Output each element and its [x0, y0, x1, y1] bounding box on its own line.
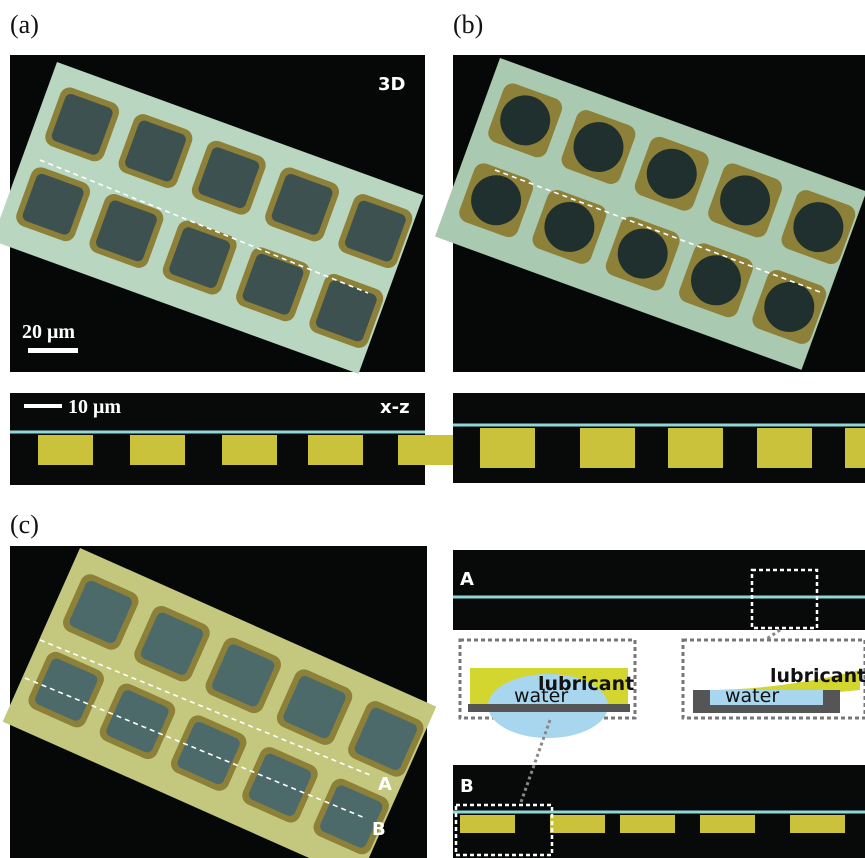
- inset-label: lubricant: [538, 673, 634, 695]
- view-tag: 3D: [378, 74, 405, 95]
- well: [315, 280, 377, 342]
- lubricant-fill: [38, 435, 93, 465]
- well-wall: [693, 690, 840, 713]
- well: [354, 707, 417, 770]
- well: [106, 690, 169, 753]
- zoom-box: [454, 803, 554, 857]
- well: [345, 200, 406, 262]
- lubricant-fill: [668, 428, 723, 468]
- lubricant-fill: [700, 815, 755, 833]
- strip-label: A: [460, 569, 474, 590]
- well: [691, 255, 742, 306]
- zoom-box: [750, 568, 819, 630]
- well: [212, 644, 275, 707]
- section-line: [39, 639, 371, 776]
- lubricant-fill: [222, 435, 277, 465]
- sample: [0, 62, 424, 374]
- sample: [435, 58, 865, 370]
- lubricant-fill: [130, 435, 185, 465]
- well: [471, 175, 522, 226]
- lubricant-fill: [460, 815, 515, 833]
- well: [764, 281, 815, 332]
- lubricant-fill: [398, 435, 453, 465]
- lubricant-fill: [580, 428, 635, 468]
- images: [0, 55, 865, 858]
- panel-label: (a): [10, 10, 39, 39]
- section-line: [494, 169, 821, 293]
- well: [96, 200, 157, 262]
- lubricant-fill: [620, 815, 675, 833]
- well: [140, 612, 204, 675]
- well: [320, 785, 383, 848]
- well: [242, 253, 304, 315]
- well: [248, 753, 312, 816]
- lubricant-fill: [308, 435, 363, 465]
- lubricant-fill: [757, 428, 812, 468]
- well: [720, 175, 771, 226]
- line-label: A: [378, 774, 392, 795]
- well: [51, 94, 113, 155]
- well: [69, 580, 132, 644]
- panel-label: (b): [453, 10, 483, 39]
- inset-label: water: [514, 685, 568, 707]
- lubricant-fill: [845, 428, 865, 468]
- lubricant-fill: [790, 815, 845, 833]
- sample: [2, 548, 437, 858]
- scale-bar: [24, 404, 62, 408]
- view-tag: x-z: [380, 397, 410, 418]
- well: [169, 227, 231, 288]
- well: [646, 148, 697, 199]
- section-line: [24, 677, 366, 819]
- panel-label: (c): [10, 510, 39, 539]
- well: [283, 676, 346, 739]
- scale-bar-label: 10 μm: [68, 396, 121, 418]
- section-line: [39, 159, 369, 294]
- well: [22, 173, 84, 235]
- strip-label: B: [460, 776, 474, 797]
- line-label: B: [372, 819, 386, 840]
- well: [125, 120, 186, 182]
- well: [500, 95, 551, 146]
- inset-label: water: [725, 685, 779, 707]
- well: [271, 174, 333, 235]
- lubricant-fill: [480, 428, 535, 468]
- well: [793, 202, 844, 253]
- inset-label: lubricant: [770, 665, 865, 687]
- scale-bar-label: 20 μm: [22, 321, 75, 343]
- lubricant-fill: [550, 815, 605, 833]
- well: [617, 228, 668, 279]
- well: [198, 147, 260, 209]
- well: [573, 122, 624, 173]
- well: [35, 658, 98, 721]
- xz-image: [453, 550, 865, 630]
- substrate: [468, 704, 630, 712]
- well: [544, 201, 595, 252]
- scale-bar: [28, 348, 78, 353]
